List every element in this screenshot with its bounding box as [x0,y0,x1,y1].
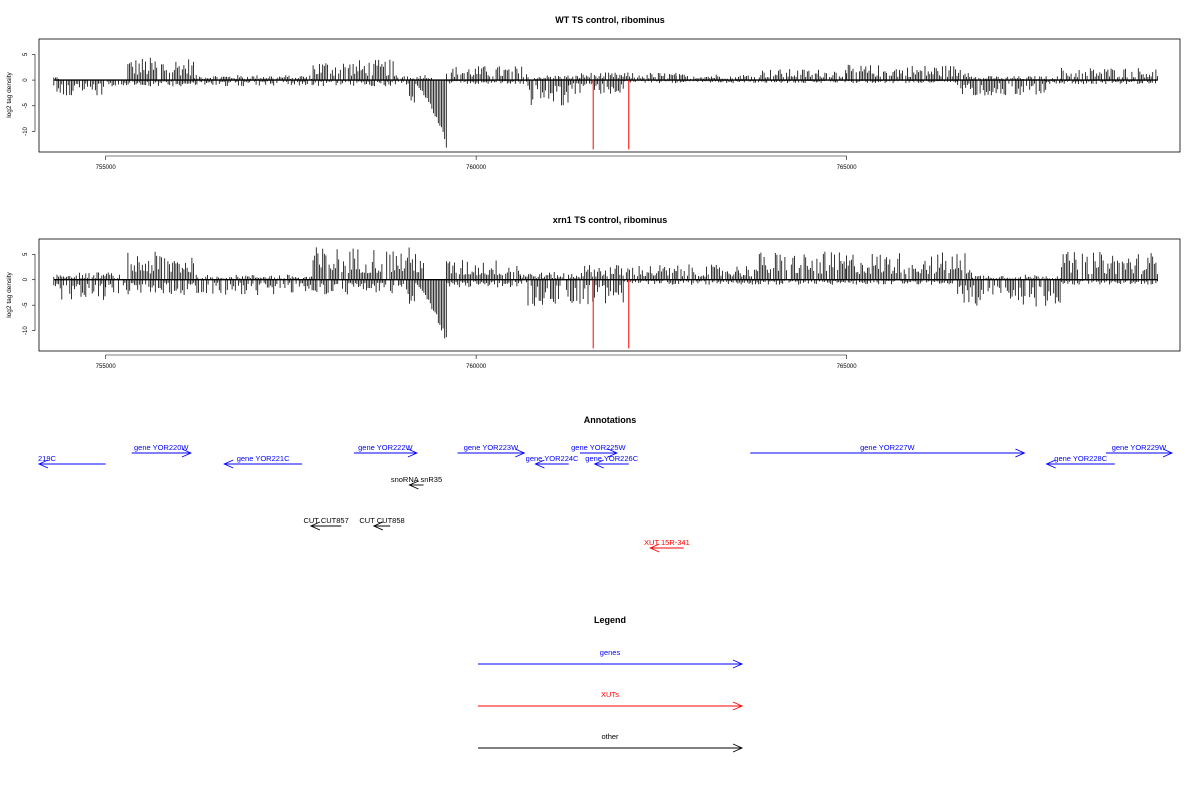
xrn1-y-tick-label: 0 [23,277,29,281]
xrn1-y-axis-label: log2 tag density [6,271,13,317]
annotation-feature: gene YOR220W [131,443,192,458]
wt-y-tick-label: -10 [23,126,29,135]
annotation-feature: gene YOR229W [1105,443,1174,458]
legend-items: genes XUTs other [478,648,744,753]
feature-label: CUT CUT857 [303,516,348,525]
feature-label: CUT CUT858 [359,516,404,525]
feature-label: gene YOR220W [134,443,189,452]
feature-label: gene YOR222W [358,443,413,452]
wt-forward-signal [53,57,1158,81]
annotations-title: Annotations [584,415,637,425]
feature-arrowhead [593,459,604,469]
xrn1-x-tick-label: 755000 [96,364,117,370]
legend-item-label: other [601,732,619,741]
annotation-feature: gene YOR225W [571,443,627,458]
annotation-feature: CUT CUT857 [303,516,349,531]
annotation-feature: gene YOR221C [223,454,303,469]
wt-x-tick-label: 765000 [837,165,858,171]
feature-label: gene YOR227W [860,443,915,452]
feature-arrowhead [607,448,619,458]
feature-label: gene YOR224C [526,454,579,463]
legend-item: other [478,732,744,753]
legend-item-label: genes [600,648,621,657]
feature-arrowhead [37,459,49,469]
xrn1-y-tick-label: -5 [23,302,29,308]
feature-arrowhead [407,448,418,458]
legend-title: Legend [594,615,626,625]
feature-arrowhead [649,543,660,553]
feature-arrowhead [223,459,234,469]
feature-label: gene YOR225W [571,443,626,452]
xrn1-forward-signal [53,247,1158,280]
annotation-feature: gene YOR226C [585,454,639,469]
annotation-feature: gene YOR227W [750,443,1026,458]
feature-label: snoRNA snR35 [391,475,442,484]
wt-y-axis-label: log2 tag density [6,71,13,117]
annotation-feature: gene YOR223W [457,443,526,458]
feature-arrowhead [309,521,321,531]
xrn1-track-panel: xrn1 TS control, ribominus 5 0 -5 -10 75500… [6,215,1181,370]
feature-arrowhead [515,448,526,458]
legend-item-label: XUTs [601,690,619,699]
wt-track-panel: WT TS control, ribominus 50-5-10 755000 7… [6,15,1181,171]
feature-label: gene YOR223W [464,443,519,452]
feature-arrowhead [1162,448,1174,458]
wt-reverse-signal [53,80,1156,148]
annotation-track: Annotations 219C gene YOR220W gene YOR221C… [37,415,1174,553]
annotation-feature: gene YOR224C [526,454,579,469]
feature-label: 219C [38,454,57,463]
xrn1-track-title: xrn1 TS control, ribominus [553,215,668,225]
wt-plot-frame [38,38,1181,153]
feature-arrowhead [1015,448,1026,458]
xrn1-x-tick-label: 760000 [466,364,487,370]
wt-x-axis: 755000 760000 765000 [96,155,858,171]
xrn1-plot-frame [38,238,1181,352]
feature-arrowhead [372,521,384,531]
feature-arrowhead [408,480,419,490]
xrn1-y-tick-label: -10 [23,326,29,335]
legend-item: genes [478,648,744,669]
xrn1-reverse-signal [53,279,1158,339]
xrn1-x-axis: 755000 760000 765000 [96,354,858,370]
feature-label: XUT 15R-341 [644,538,690,547]
wt-y-tick-label: -5 [23,102,29,108]
annotation-feature: gene YOR228C [1045,454,1115,469]
annotation-feature: snoRNA snR35 [391,475,442,490]
feature-label: gene YOR221C [237,454,290,463]
feature-label: gene YOR228C [1054,454,1107,463]
wt-highlight-lines [592,80,630,150]
legend-item-arrowhead [732,659,744,669]
annotation-features: 219C gene YOR220W gene YOR221C gene YOR222W… [37,443,1174,553]
annotation-feature: CUT CUT858 [359,516,405,531]
wt-x-tick-label: 755000 [96,165,117,171]
xrn1-highlight-lines [592,279,630,349]
feature-label: gene YOR229W [1112,443,1167,452]
legend-item-arrowhead [732,701,744,711]
xrn1-y-axis: 5 0 -5 -10 [23,252,36,335]
feature-arrowhead [181,448,192,458]
xrn1-y-tick-label: 5 [23,252,29,256]
feature-arrowhead [1045,459,1056,469]
wt-x-tick-label: 760000 [466,165,487,171]
annotation-feature: gene YOR222W [353,443,418,458]
legend: Legend genes XUTs other [478,615,744,753]
legend-item: XUTs [478,690,744,711]
wt-y-tick-label: 0 [23,78,29,82]
wt-track-title: WT TS control, ribominus [555,15,665,25]
legend-item-arrowhead [732,743,744,753]
xrn1-x-tick-label: 765000 [837,364,858,370]
feature-label: gene YOR226C [585,454,638,463]
annotation-feature: XUT 15R-341 [644,538,690,553]
wt-y-tick-label: 5 [23,52,29,56]
annotation-feature: 219C [37,454,106,469]
wt-y-axis: 5 0 -5 -10 [23,52,36,136]
feature-arrowhead [534,459,545,469]
